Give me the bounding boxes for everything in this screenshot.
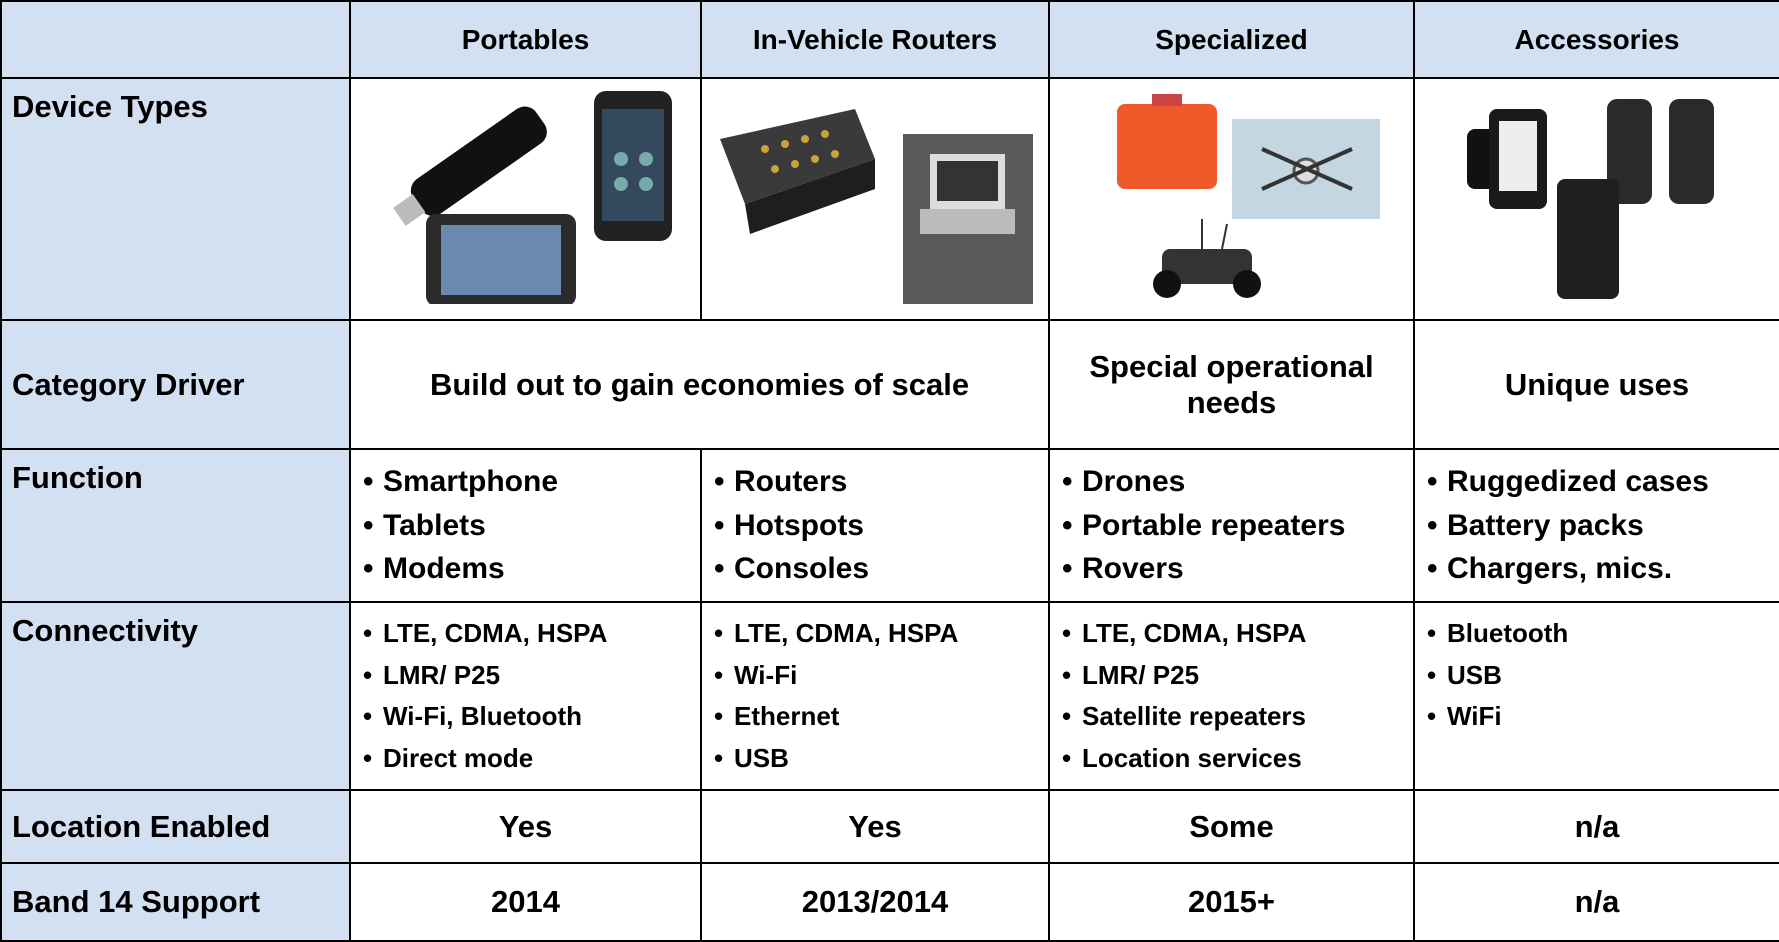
row-label: Location Enabled [0,789,351,864]
bullet-item: Routers [712,460,1038,504]
cell: Some [1048,789,1415,864]
image-cell [349,77,702,321]
row-label: Device Types [0,77,351,321]
bullet-item: Rovers [1060,547,1403,591]
cell: BluetoothUSBWiFi [1413,601,1779,791]
cell: SmartphoneTabletsModems [349,448,702,603]
image-cell [1048,77,1415,321]
corner-cell [0,0,351,79]
band14-row: Band 14 Support 2014 2013/2014 2015+ n/a [0,862,1779,942]
bullet-item: Location services [1060,738,1403,780]
cell: n/a [1413,862,1779,942]
bullet-item: Ruggedized cases [1425,460,1769,504]
bullet-list: RoutersHotspotsConsoles [712,460,1038,591]
accessories-image [1467,99,1714,299]
column-header: Accessories [1413,0,1779,79]
cell: LTE, CDMA, HSPALMR/ P25Satellite repeate… [1048,601,1415,791]
bullet-item: Consoles [712,547,1038,591]
bullet-list: LTE, CDMA, HSPAWi-FiEthernetUSB [712,613,1038,779]
image-cell [700,77,1050,321]
row-label: Category Driver [0,319,351,450]
cell: Yes [700,789,1050,864]
cell: LTE, CDMA, HSPAWi-FiEthernetUSB [700,601,1050,791]
bullet-item: Smartphone [361,460,690,504]
bullet-list: Ruggedized casesBattery packsChargers, m… [1425,460,1769,591]
row-label: Band 14 Support [0,862,351,942]
row-label: Connectivity [0,601,351,791]
cell: DronesPortable repeatersRovers [1048,448,1415,603]
device-types-row: Device Types [0,77,1779,321]
row-label: Function [0,448,351,603]
cell: Ruggedized casesBattery packsChargers, m… [1413,448,1779,603]
bullet-list: DronesPortable repeatersRovers [1060,460,1403,591]
connectivity-row: Connectivity LTE, CDMA, HSPALMR/ P25Wi-F… [0,601,1779,791]
bullet-item: Drones [1060,460,1403,504]
bullet-item: LTE, CDMA, HSPA [361,613,690,655]
cell: Special operational needs [1048,319,1415,450]
bullet-item: Wi-Fi [712,655,1038,697]
portables-image [392,91,672,304]
bullet-list: LTE, CDMA, HSPALMR/ P25Satellite repeate… [1060,613,1403,779]
bullet-item: Battery packs [1425,504,1769,548]
category-driver-row: Category Driver Build out to gain econom… [0,319,1779,450]
cell: n/a [1413,789,1779,864]
bullet-list: SmartphoneTabletsModems [361,460,690,591]
bullet-item: Wi-Fi, Bluetooth [361,696,690,738]
bullet-list: LTE, CDMA, HSPALMR/ P25Wi-Fi, BluetoothD… [361,613,690,779]
bullet-item: Hotspots [712,504,1038,548]
cell: Unique uses [1413,319,1779,450]
specialized-image [1116,94,1380,298]
cell: LTE, CDMA, HSPALMR/ P25Wi-Fi, BluetoothD… [349,601,702,791]
bullet-list: BluetoothUSBWiFi [1425,613,1769,738]
bullet-item: LMR/ P25 [361,655,690,697]
bullet-item: USB [712,738,1038,780]
routers-image [720,109,1033,304]
bullet-item: Direct mode [361,738,690,780]
bullet-item: Ethernet [712,696,1038,738]
bullet-item: Bluetooth [1425,613,1769,655]
function-row: Function SmartphoneTabletsModemsRoutersH… [0,448,1779,603]
bullet-item: WiFi [1425,696,1769,738]
bullet-item: Satellite repeaters [1060,696,1403,738]
bullet-item: Portable repeaters [1060,504,1403,548]
cell: 2013/2014 [700,862,1050,942]
bullet-item: Tablets [361,504,690,548]
cell: 2015+ [1048,862,1415,942]
column-header: In-Vehicle Routers [700,0,1050,79]
image-cell [1413,77,1779,321]
column-header: Portables [349,0,702,79]
cell: Build out to gain economies of scale [349,319,1050,450]
location-row: Location Enabled Yes Yes Some n/a [0,789,1779,864]
cell: Yes [349,789,702,864]
bullet-item: LMR/ P25 [1060,655,1403,697]
bullet-item: LTE, CDMA, HSPA [712,613,1038,655]
cell: RoutersHotspotsConsoles [700,448,1050,603]
bullet-item: LTE, CDMA, HSPA [1060,613,1403,655]
header-row: Portables In-Vehicle Routers Specialized… [0,0,1779,79]
cell: 2014 [349,862,702,942]
column-header: Specialized [1048,0,1415,79]
bullet-item: Chargers, mics. [1425,547,1769,591]
bullet-item: USB [1425,655,1769,697]
bullet-item: Modems [361,547,690,591]
